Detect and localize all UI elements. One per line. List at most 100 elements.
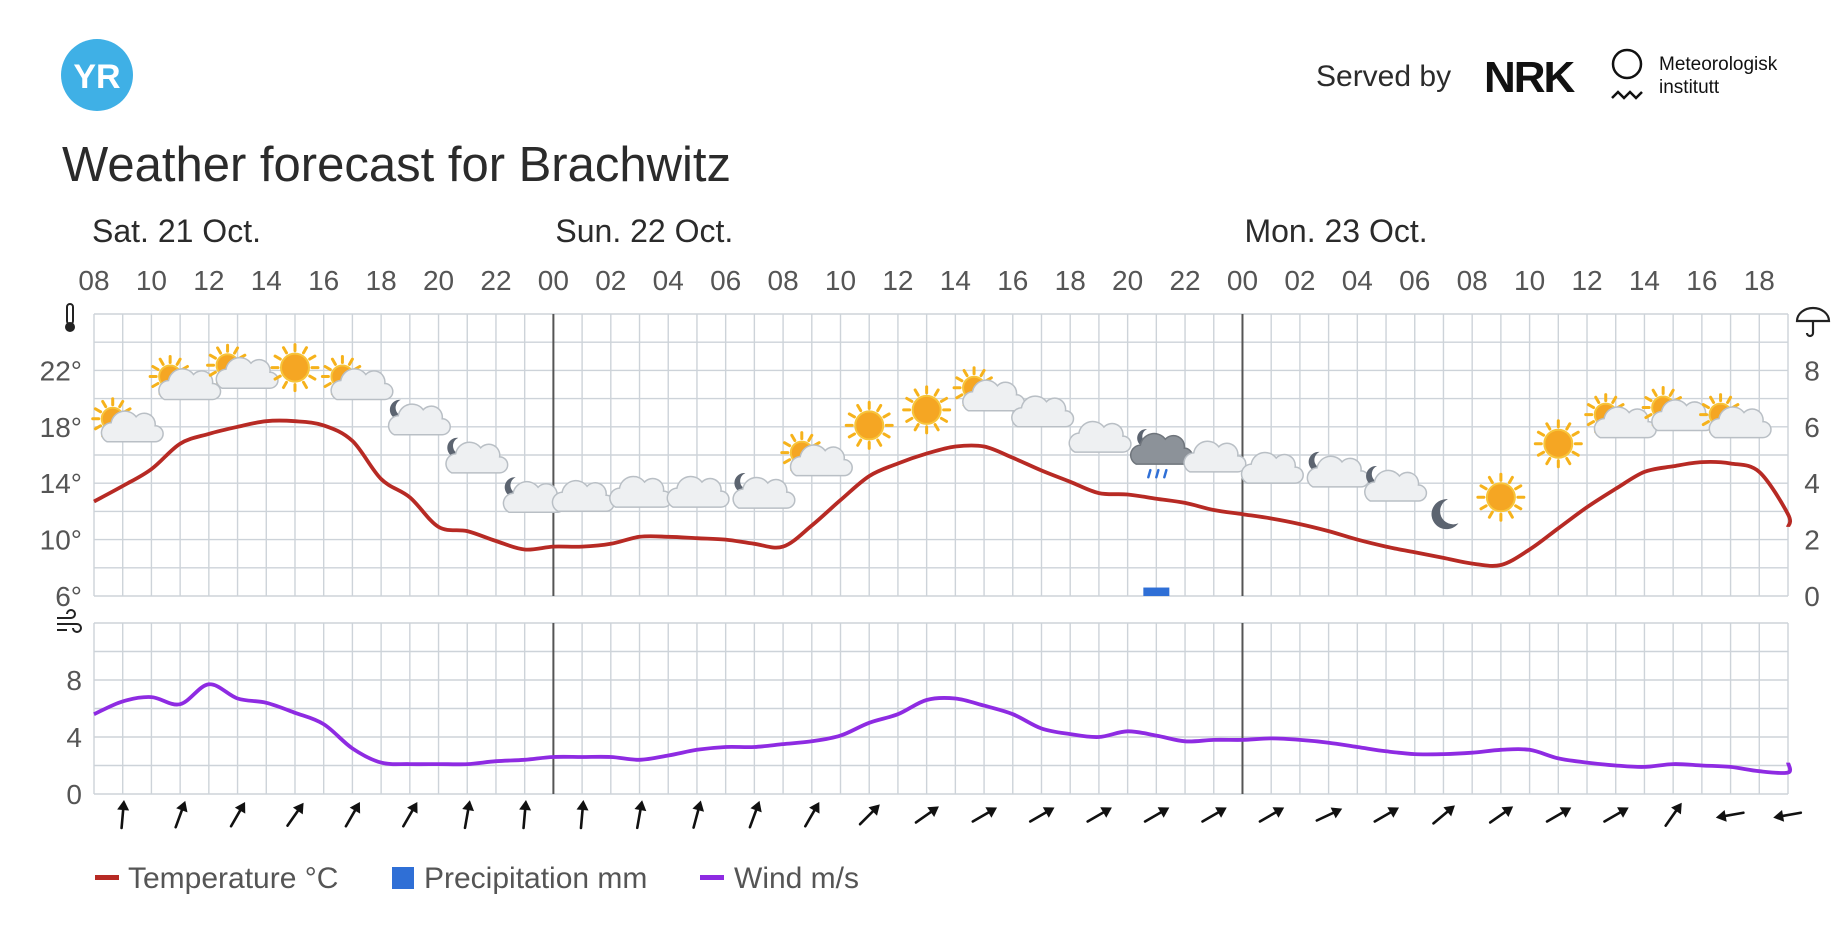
sun-ray <box>876 438 883 447</box>
wind-arrow-icon <box>229 802 246 828</box>
wind-arrow-head <box>1387 807 1400 818</box>
wind-arrow-head <box>868 804 880 816</box>
served-by-label: Served by <box>1316 60 1451 93</box>
sun-ray <box>782 458 792 465</box>
sun-ray <box>882 432 891 439</box>
cloud-body <box>445 441 509 474</box>
wind-arrow-icon <box>1432 805 1455 825</box>
cloud-shape <box>962 379 1026 412</box>
cloudy-icon <box>1011 395 1075 428</box>
cloudy-icon <box>1068 420 1132 453</box>
sun-disc <box>1485 482 1516 513</box>
wind-arrow-icon <box>286 802 304 827</box>
precip-axis-tick: 6 <box>1804 412 1820 443</box>
met-name-line2: institutt <box>1659 77 1720 98</box>
hour-tick-label: 02 <box>1284 265 1315 296</box>
sun-ray <box>913 423 920 432</box>
wind-arrow-icon <box>1715 809 1745 822</box>
sun-ray <box>175 357 182 366</box>
hour-tick-label: 16 <box>308 265 339 296</box>
sun-ray <box>955 376 964 383</box>
moon-shape <box>504 477 523 498</box>
temp-axis-tick: 18° <box>40 412 82 443</box>
sun-ray <box>1644 413 1653 420</box>
hour-tick-label: 08 <box>1457 265 1488 296</box>
hour-tick-label: 14 <box>940 265 971 296</box>
wind-axis-tick: 4 <box>66 722 82 753</box>
sun-ray <box>1709 395 1716 404</box>
sun-ray <box>905 396 914 403</box>
yr-logo[interactable]: YR <box>61 39 133 111</box>
sun-ray <box>93 407 103 414</box>
axis-labels: 6° 10° 14° 18° 22° 0 2 4 6 8 0 4 8 <box>40 355 1820 810</box>
legend-precipitation: Precipitation mm <box>392 862 647 895</box>
wind-arrow-head <box>1215 807 1227 818</box>
clear-sky-day-icon <box>1533 419 1583 469</box>
cloud-shape <box>158 368 222 401</box>
sun-ray <box>1651 388 1658 397</box>
hour-tick-label: 10 <box>825 265 856 296</box>
sun-ray <box>1611 395 1618 404</box>
cloud-shape <box>1708 406 1772 439</box>
wind-arrow-icon <box>402 802 418 828</box>
wind-arrow-icon <box>748 800 762 829</box>
cloud-shape <box>100 410 164 443</box>
hour-tick-label: 12 <box>882 265 913 296</box>
temperature-line <box>93 418 1793 568</box>
nrk-logo[interactable]: NRK <box>1484 53 1578 102</box>
partly-cloudy-day-icon <box>952 366 1026 412</box>
wind-arrow-icon <box>1086 807 1112 823</box>
wind-arrow-icon <box>576 800 589 830</box>
sun-ray <box>308 374 317 381</box>
hour-tick-label: 14 <box>1629 265 1660 296</box>
hour-tick-label: 18 <box>1055 265 1086 296</box>
wind-arrow-head <box>1559 807 1572 818</box>
clear-sky-day-icon <box>270 343 320 393</box>
sun-ray <box>1586 420 1596 427</box>
hour-tick-label: 08 <box>768 265 799 296</box>
cloud-body <box>1240 451 1304 484</box>
wind-arrow-icon <box>692 800 705 829</box>
wind-arrow-icon <box>1773 809 1803 822</box>
sun-ray <box>281 380 288 389</box>
sun-ray <box>151 382 160 388</box>
cloud-body <box>387 403 451 436</box>
wind-direction-arrows <box>117 800 1803 830</box>
umbrella-icon <box>1795 306 1831 338</box>
legend-wind-label: Wind m/s <box>734 862 859 895</box>
wind-arrow-icon <box>344 802 361 828</box>
wind-line <box>93 682 1793 776</box>
cloud-shape <box>1068 420 1132 453</box>
wind-arrow-head <box>462 800 475 812</box>
wind-arrow-head <box>634 800 647 812</box>
met-institute-logo[interactable]: Meteorologisk institutt <box>1611 48 1778 100</box>
sun-ray <box>281 346 288 355</box>
sun-ray <box>905 416 914 423</box>
wind-arrow-icon <box>1258 807 1285 823</box>
hour-tick-label: 20 <box>423 265 454 296</box>
partly-cloudy-day-icon <box>1584 393 1657 439</box>
cloud-body <box>551 479 615 513</box>
wind-arrow-icon <box>174 800 188 829</box>
cloud-body <box>732 476 796 509</box>
hour-tick-label: 20 <box>1112 265 1143 296</box>
wind-arrow-icon <box>1488 806 1514 824</box>
sun-ray <box>1571 450 1580 457</box>
sun-ray <box>1565 456 1572 466</box>
wind-arrow-head <box>576 800 589 811</box>
sun-shape <box>270 343 320 393</box>
cloud-shape <box>1306 455 1370 488</box>
wind-arrow-head <box>292 802 304 815</box>
sun-ray <box>1644 396 1653 403</box>
partly-cloudy-day-icon <box>1641 386 1715 432</box>
partly-cloudy-day-icon <box>1699 393 1772 439</box>
wind-arrow-icon <box>971 807 998 823</box>
wind-axis-tick: 8 <box>66 665 82 696</box>
sun-ray <box>301 346 308 355</box>
yr-logo-text: YR <box>73 58 120 96</box>
precip-axis-tick: 8 <box>1804 355 1820 386</box>
moon-shape <box>389 399 408 420</box>
hour-labels: 08 10 12 14 16 18 20 22 00 02 04 06 08 10 12 14 16 18 20 22… <box>78 265 1774 296</box>
sun-ray <box>1701 403 1710 410</box>
cloud-body <box>789 444 853 477</box>
